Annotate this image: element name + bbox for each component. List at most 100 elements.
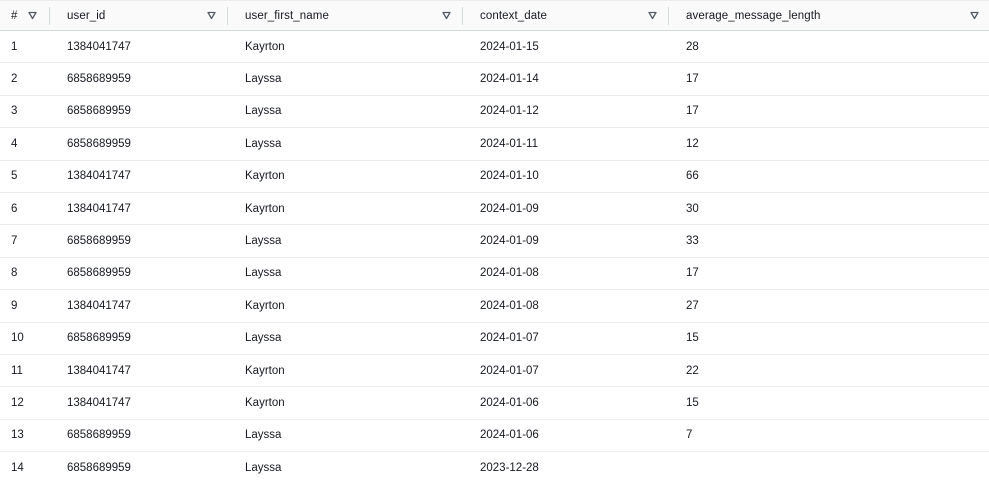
table-row[interactable]: 5 1384041747 Kayrton 2024-01-10 66 xyxy=(0,161,989,193)
column-header-label: average_message_length xyxy=(686,9,821,22)
cell-user-first-name: Layssa xyxy=(245,137,282,150)
cell-index: 11 xyxy=(11,364,23,377)
cell-context-date: 2024-01-15 xyxy=(480,40,539,53)
cell-average-message-length: 15 xyxy=(686,332,699,345)
cell-user-id: 1384041747 xyxy=(67,364,131,377)
cell-index: 7 xyxy=(11,235,18,248)
cell-context-date: 2024-01-06 xyxy=(480,396,539,409)
table-row[interactable]: 6 1384041747 Kayrton 2024-01-09 30 xyxy=(0,193,989,226)
table-row[interactable]: 8 6858689959 Layssa 2024-01-08 17 xyxy=(0,258,989,291)
cell-context-date: 2024-01-12 xyxy=(480,105,539,118)
column-resizer[interactable] xyxy=(668,7,669,25)
cell-average-message-length: 28 xyxy=(686,40,699,53)
cell-average-message-length: 66 xyxy=(686,170,699,183)
column-header-user-first-name[interactable]: user_first_name xyxy=(228,1,463,30)
cell-context-date: 2024-01-08 xyxy=(480,267,539,280)
cell-context-date: 2023-12-28 xyxy=(480,462,539,475)
cell-user-first-name: Kayrton xyxy=(245,396,285,409)
cell-index: 12 xyxy=(11,396,24,409)
table-row[interactable]: 11 1384041747 Kayrton 2024-01-07 22 xyxy=(0,355,989,388)
cell-context-date: 2024-01-09 xyxy=(480,202,539,215)
cell-user-id: 1384041747 xyxy=(67,299,131,312)
cell-index: 5 xyxy=(11,170,18,183)
cell-user-id: 6858689959 xyxy=(67,429,131,442)
cell-context-date: 2024-01-06 xyxy=(480,429,539,442)
table-row[interactable]: 3 6858689959 Layssa 2024-01-12 17 xyxy=(0,96,989,129)
cell-user-id: 6858689959 xyxy=(67,267,131,280)
cell-index: 9 xyxy=(11,299,18,312)
cell-index: 4 xyxy=(11,137,18,150)
cell-user-first-name: Kayrton xyxy=(245,170,285,183)
cell-context-date: 2024-01-10 xyxy=(480,170,539,183)
table-row[interactable]: 10 6858689959 Layssa 2024-01-07 15 xyxy=(0,323,989,355)
column-resizer[interactable] xyxy=(227,7,228,25)
cell-average-message-length: 27 xyxy=(686,299,699,312)
column-header-label: user_first_name xyxy=(245,9,329,22)
sort-icon[interactable] xyxy=(648,11,657,20)
table-row[interactable]: 4 6858689959 Layssa 2024-01-11 12 xyxy=(0,128,989,161)
table-row[interactable]: 14 6858689959 Layssa 2023-12-28 xyxy=(0,452,989,484)
sort-icon[interactable] xyxy=(442,11,451,20)
cell-user-first-name: Kayrton xyxy=(245,299,285,312)
table-header-row: # user_id user_first_name context_date xyxy=(0,0,989,31)
cell-user-id: 1384041747 xyxy=(67,396,131,409)
cell-user-first-name: Layssa xyxy=(245,73,282,86)
cell-user-id: 6858689959 xyxy=(67,105,131,118)
column-header-index[interactable]: # xyxy=(0,1,50,30)
cell-user-first-name: Layssa xyxy=(245,429,282,442)
column-resizer[interactable] xyxy=(462,7,463,25)
cell-index: 6 xyxy=(11,202,18,215)
cell-index: 14 xyxy=(11,462,24,475)
table-body: 1 1384041747 Kayrton 2024-01-15 28 2 685… xyxy=(0,31,989,484)
cell-user-first-name: Layssa xyxy=(245,105,282,118)
cell-context-date: 2024-01-14 xyxy=(480,73,539,86)
cell-context-date: 2024-01-07 xyxy=(480,364,539,377)
cell-user-id: 6858689959 xyxy=(67,462,131,475)
cell-index: 8 xyxy=(11,267,18,280)
column-header-average-message-length[interactable]: average_message_length xyxy=(669,1,989,30)
cell-context-date: 2024-01-09 xyxy=(480,235,539,248)
cell-average-message-length: 17 xyxy=(686,105,699,118)
table-row[interactable]: 12 1384041747 Kayrton 2024-01-06 15 xyxy=(0,387,989,420)
cell-average-message-length: 7 xyxy=(686,429,693,442)
cell-index: 2 xyxy=(11,73,18,86)
cell-user-id: 6858689959 xyxy=(67,332,131,345)
cell-average-message-length: 17 xyxy=(686,73,699,86)
cell-user-id: 6858689959 xyxy=(67,73,131,86)
cell-context-date: 2024-01-11 xyxy=(480,137,538,150)
column-header-context-date[interactable]: context_date xyxy=(463,1,669,30)
cell-user-first-name: Layssa xyxy=(245,235,282,248)
cell-user-first-name: Layssa xyxy=(245,462,282,475)
table-row[interactable]: 7 6858689959 Layssa 2024-01-09 33 xyxy=(0,225,989,258)
table-row[interactable]: 9 1384041747 Kayrton 2024-01-08 27 xyxy=(0,290,989,323)
cell-user-id: 1384041747 xyxy=(67,40,131,53)
cell-user-first-name: Kayrton xyxy=(245,40,285,53)
cell-average-message-length: 33 xyxy=(686,235,699,248)
cell-index: 1 xyxy=(11,40,18,53)
cell-user-id: 6858689959 xyxy=(67,137,131,150)
cell-average-message-length: 12 xyxy=(686,137,699,150)
cell-average-message-length: 15 xyxy=(686,396,699,409)
cell-average-message-length: 22 xyxy=(686,364,699,377)
cell-context-date: 2024-01-08 xyxy=(480,299,539,312)
cell-user-first-name: Kayrton xyxy=(245,364,285,377)
cell-user-first-name: Kayrton xyxy=(245,202,285,215)
column-header-user-id[interactable]: user_id xyxy=(50,1,228,30)
cell-user-id: 1384041747 xyxy=(67,170,131,183)
column-header-label: # xyxy=(11,9,18,22)
table-row[interactable]: 13 6858689959 Layssa 2024-01-06 7 xyxy=(0,420,989,453)
cell-user-first-name: Layssa xyxy=(245,332,282,345)
table-row[interactable]: 1 1384041747 Kayrton 2024-01-15 28 xyxy=(0,31,989,64)
cell-index: 3 xyxy=(11,105,18,118)
cell-user-id: 6858689959 xyxy=(67,235,131,248)
column-header-label: context_date xyxy=(480,9,548,22)
sort-icon[interactable] xyxy=(970,11,979,20)
table-row[interactable]: 2 6858689959 Layssa 2024-01-14 17 xyxy=(0,63,989,96)
cell-index: 10 xyxy=(11,332,24,345)
column-resizer[interactable] xyxy=(49,7,50,25)
cell-user-first-name: Layssa xyxy=(245,267,282,280)
column-header-label: user_id xyxy=(67,9,106,22)
sort-icon[interactable] xyxy=(207,11,216,20)
sort-icon[interactable] xyxy=(28,11,37,20)
